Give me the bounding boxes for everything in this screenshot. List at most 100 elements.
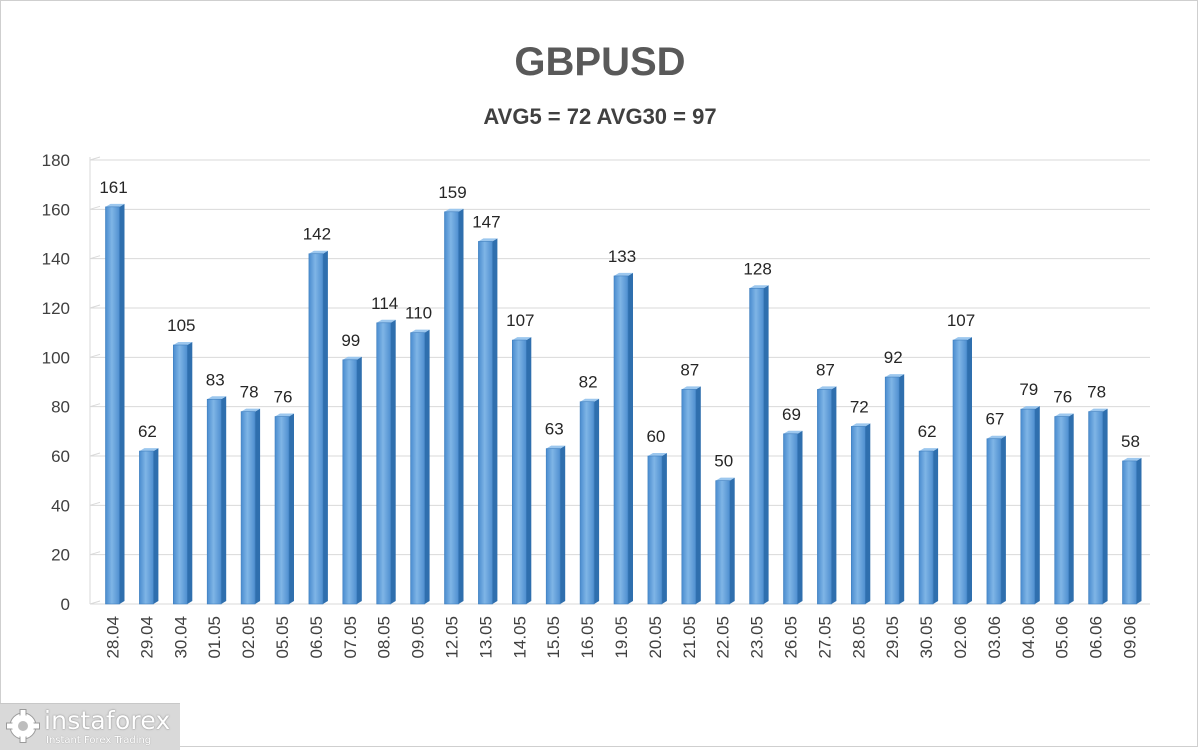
bar-top (817, 386, 837, 390)
bar-face (817, 389, 832, 605)
bar-side (865, 423, 871, 604)
x-tick-label: 07.05 (341, 616, 360, 659)
x-tick-label: 13.05 (476, 616, 495, 659)
x-tick-label: 15.05 (544, 616, 563, 659)
bar-top (1054, 413, 1074, 417)
bar (105, 203, 125, 605)
x-tick-label: 02.05 (239, 616, 258, 659)
data-label: 78 (240, 383, 259, 402)
bar-top (444, 208, 464, 212)
bar-top (207, 396, 227, 400)
data-labels: 161 62 105 83 78 76 142 99 114 110 159 147 107 63 82 13… (99, 178, 1140, 471)
gridline-depth (89, 551, 101, 556)
x-tick-label: 30.05 (917, 616, 936, 659)
bar-face (444, 211, 459, 605)
x-tick-label: 09.05 (409, 616, 428, 659)
bar (376, 319, 396, 605)
bar (139, 448, 159, 605)
x-tick-label: 22.05 (714, 616, 733, 659)
x-tick-label: 06.05 (307, 616, 326, 659)
bar (173, 342, 193, 605)
bar-top (546, 445, 566, 449)
data-label: 63 (545, 420, 564, 439)
bar-side (356, 356, 362, 604)
bar-top (851, 423, 871, 427)
bar-side (797, 430, 803, 604)
y-tick-label: 80 (51, 398, 70, 417)
x-tick-label: 08.05 (375, 616, 394, 659)
bar-face (613, 275, 629, 605)
x-tick-label: 30.04 (171, 616, 190, 659)
bar-face (647, 455, 663, 605)
x-tick-label: 23.05 (748, 616, 767, 659)
x-tick-label: 28.05 (849, 616, 868, 659)
bar-side (967, 337, 972, 604)
data-label: 159 (438, 183, 466, 202)
bar (274, 413, 294, 605)
bar-side (221, 396, 227, 604)
bar (613, 272, 633, 605)
bar-top (478, 238, 498, 242)
x-tick-label: 28.04 (104, 616, 123, 659)
y-tick-label: 120 (42, 299, 70, 318)
bar (783, 430, 803, 605)
chart-title: GBPUSD (514, 40, 686, 84)
x-tick-label: 02.06 (951, 616, 970, 659)
bar-face (173, 344, 188, 605)
bar-side (763, 285, 769, 604)
bar-top (1088, 408, 1108, 412)
data-label: 78 (1087, 383, 1106, 402)
bar-face (376, 322, 392, 605)
bar (240, 408, 261, 605)
bar-side (424, 329, 430, 604)
gridline-depth (89, 452, 101, 457)
bar (715, 477, 735, 605)
data-label: 69 (782, 405, 801, 424)
bar (884, 374, 905, 605)
bar-top (749, 285, 769, 289)
x-tick-label: 14.05 (510, 616, 529, 659)
x-axis-ticks: 28.04 29.04 30.04 01.05 02.05 05.05 06.05 07.05… (104, 616, 1140, 659)
bar-side (899, 374, 905, 604)
bar-side (187, 342, 193, 604)
data-label: 76 (1053, 388, 1072, 407)
bar-face (410, 332, 425, 605)
bar-side (1136, 457, 1142, 604)
bar (206, 396, 227, 605)
bar-face (681, 389, 697, 605)
data-label: 82 (579, 373, 598, 392)
bar-top (647, 453, 667, 456)
y-tick-label: 180 (42, 151, 70, 170)
y-tick-label: 40 (51, 496, 70, 515)
bar-side (729, 477, 735, 604)
x-tick-label: 20.05 (646, 616, 665, 659)
x-tick-label: 29.05 (883, 616, 902, 659)
data-label: 147 (472, 212, 500, 231)
bar (850, 423, 871, 605)
x-tick-label: 01.05 (205, 616, 224, 659)
bar-face (952, 339, 968, 605)
bar-top (919, 448, 939, 452)
bar-side (322, 250, 328, 604)
instaforex-logo: instaforex Instant Forex Trading (0, 703, 180, 750)
x-tick-label: 09.06 (1121, 616, 1140, 659)
data-label: 114 (371, 294, 398, 313)
data-label: 60 (646, 427, 665, 446)
data-label: 107 (506, 311, 534, 330)
bar-face (579, 401, 595, 605)
x-tick-label: 21.05 (680, 616, 699, 659)
bar-face (918, 450, 934, 605)
bar (545, 445, 566, 605)
gridline-depth (89, 353, 101, 358)
bar-side (458, 208, 464, 605)
bar-top (139, 448, 159, 452)
bar-face (783, 433, 798, 605)
bar-top (580, 398, 600, 402)
bar (478, 238, 498, 605)
bar-side (831, 386, 837, 604)
data-label: 58 (1121, 432, 1140, 451)
bar-top (1122, 457, 1142, 461)
bar-face (478, 241, 493, 605)
x-tick-label: 05.05 (273, 616, 292, 659)
